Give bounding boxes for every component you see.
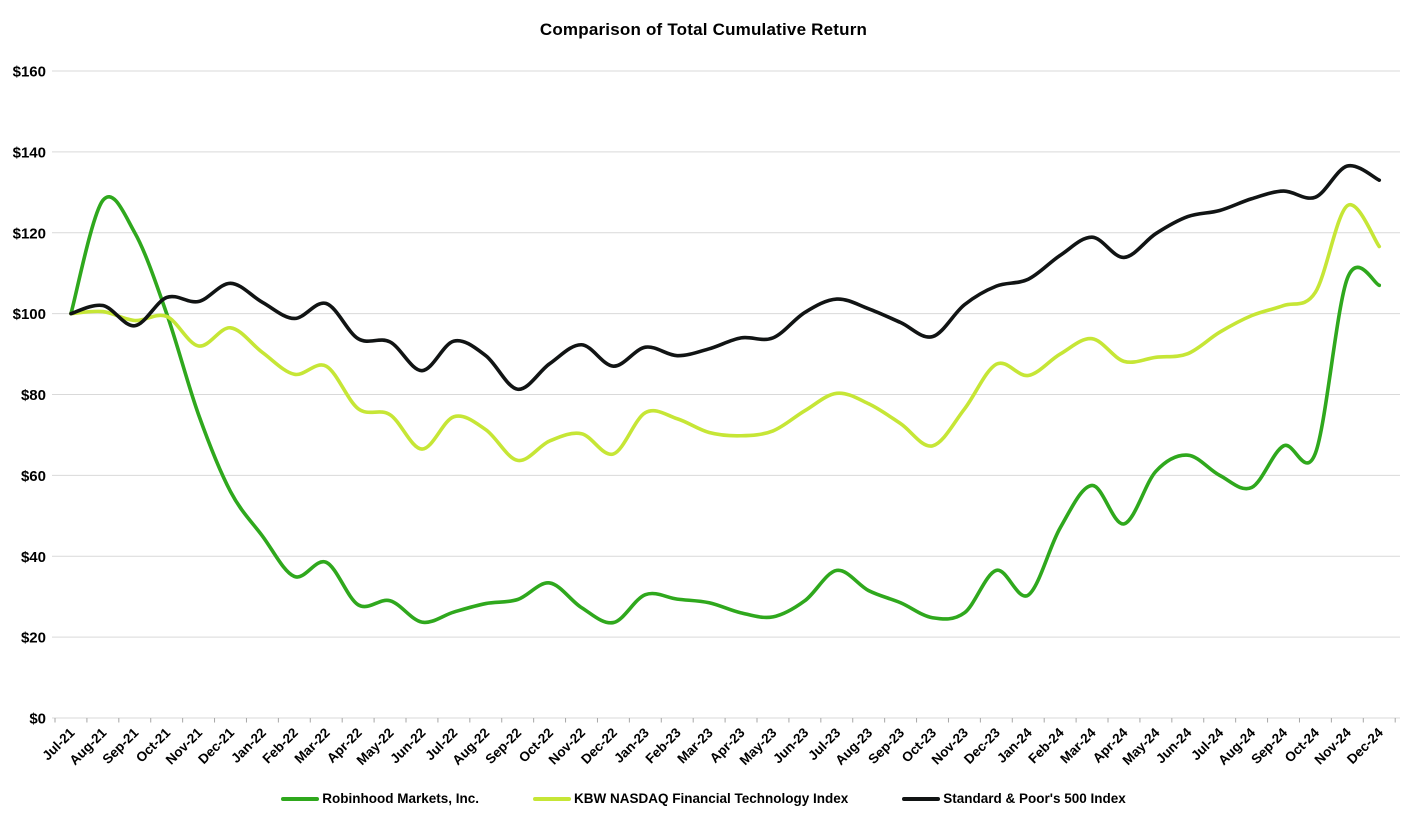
x-axis-tick-label-group: Jun-24	[1153, 725, 1195, 767]
x-axis-tick-label-group: Dec-24	[1344, 725, 1386, 767]
legend-line-swatch-robinhood	[281, 796, 320, 801]
x-axis-tick-label: Dec-21	[195, 725, 237, 767]
x-axis-tick-label: Jun-22	[387, 725, 428, 766]
y-axis-tick-label: $60	[21, 468, 46, 485]
x-axis-tick-label: Jun-24	[1153, 725, 1195, 767]
x-axis-tick-label: Sep-21	[99, 725, 141, 767]
x-axis-tick-label: Mar-24	[1057, 725, 1099, 767]
y-axis-tick-label: $80	[21, 387, 46, 404]
chart-title: Comparison of Total Cumulative Return	[539, 20, 868, 39]
chart-legend: Robinhood Markets, Inc. KBW NASDAQ Finan…	[0, 791, 1407, 806]
x-axis-tick-label-group: Dec-23	[961, 725, 1003, 767]
series-line-kbw-nasdaq-fintech-index	[69, 203, 1382, 463]
x-axis-tick-label-group: Dec-21	[195, 725, 237, 767]
x-axis-tick-label: Sep-22	[482, 725, 524, 767]
x-axis-tick-label: Sep-24	[1248, 725, 1290, 767]
x-axis-tick-label-group: Sep-24	[1248, 725, 1290, 767]
legend-label-kbw-nasdaq-fintech-index: KBW NASDAQ Financial Technology Index	[573, 791, 849, 806]
legend-label-sp-500-index: Standard & Poor's 500 Index	[943, 791, 1126, 806]
y-axis-tick-label: $100	[13, 306, 46, 323]
series-line-robinhood	[69, 195, 1382, 625]
y-axis-tick-label: $20	[21, 630, 46, 647]
x-axis-tick-label: Sep-23	[865, 725, 907, 767]
x-axis-tick-label-group: Mar-24	[1057, 725, 1099, 767]
x-axis-tick-label: Mar-23	[674, 725, 716, 767]
legend-item-robinhood: Robinhood Markets, Inc.	[281, 791, 479, 806]
x-axis-tick-label-group: Dec-22	[578, 725, 620, 767]
x-axis-tick-label-group: Sep-21	[99, 725, 141, 767]
x-axis-tick-label-group: Jun-23	[770, 725, 812, 767]
x-axis-tick-label: Dec-23	[961, 725, 1003, 767]
legend-line-swatch-kbw-nasdaq-fintech-index	[532, 796, 571, 801]
y-axis-tick-label: $120	[13, 225, 46, 242]
legend-item-sp-500-index: Standard & Poor's 500 Index	[902, 791, 1126, 806]
x-axis-tick-label-group: Mar-22	[291, 725, 332, 766]
series-line-sp-500-index	[69, 163, 1382, 392]
x-axis-tick-label-group: Sep-23	[865, 725, 907, 767]
y-axis-tick-label: $140	[13, 144, 46, 161]
x-axis-tick-label-group: Mar-23	[674, 725, 716, 767]
x-axis-tick-label: Dec-24	[1344, 725, 1386, 767]
legend-item-kbw-nasdaq-fintech-index: KBW NASDAQ Financial Technology Index	[532, 791, 849, 806]
legend-label-robinhood: Robinhood Markets, Inc.	[322, 791, 479, 806]
x-axis-tick-label-group: Sep-22	[482, 725, 524, 767]
x-axis-tick-label: Dec-22	[578, 725, 620, 767]
y-axis-tick-label: $0	[29, 711, 46, 728]
legend-line-swatch-sp-500-index	[902, 796, 941, 801]
y-axis-tick-label: $40	[21, 549, 46, 566]
x-axis-tick-label-group: Jun-22	[387, 725, 428, 766]
y-axis-tick-label: $160	[13, 64, 46, 81]
x-axis-tick-label: Mar-22	[291, 725, 332, 766]
x-axis-tick-label: Jun-23	[770, 725, 812, 767]
